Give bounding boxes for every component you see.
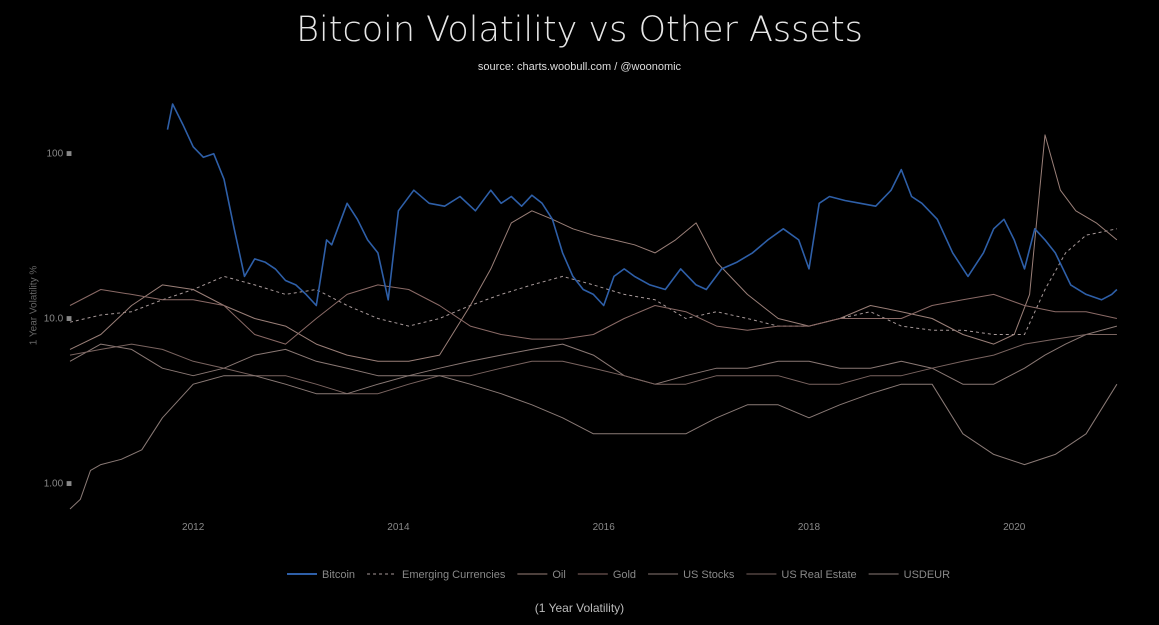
chart-caption: (1 Year Volatility) bbox=[534, 601, 625, 615]
chart-subtitle: source: charts.woobull.com / @woonomic bbox=[477, 61, 682, 73]
x-tick-label: 2014 bbox=[387, 522, 410, 533]
x-tick-label: 2018 bbox=[798, 522, 821, 533]
legend-label: USDEUR bbox=[904, 569, 951, 581]
x-axis-ticks: 2012 2014 2016 2018 2020 bbox=[182, 522, 1026, 533]
series-line-oil bbox=[69, 134, 1118, 362]
series-line-emerging-currencies bbox=[69, 228, 1118, 335]
legend-item-us-real-estate[interactable]: US Real Estate bbox=[746, 569, 857, 581]
legend-item-usdeur[interactable]: USDEUR bbox=[868, 569, 951, 581]
series-line-us-stocks bbox=[69, 325, 1118, 385]
legend-label: US Real Estate bbox=[781, 569, 856, 581]
y-tick-label: 10.0 ■ bbox=[44, 314, 72, 325]
series-line-us-real-estate bbox=[69, 334, 1117, 395]
series-line-usdeur bbox=[69, 375, 1118, 510]
series-line-gold bbox=[69, 284, 1118, 345]
x-tick-label: 2020 bbox=[1003, 522, 1026, 533]
series-lines bbox=[69, 103, 1118, 510]
legend-label: Emerging Currencies bbox=[402, 569, 506, 581]
legend-item-oil[interactable]: Oil bbox=[517, 569, 566, 581]
legend-item-emerging-currencies[interactable]: Emerging Currencies bbox=[367, 569, 506, 581]
x-tick-label: 2012 bbox=[182, 522, 205, 533]
legend-label: Oil bbox=[552, 569, 565, 581]
legend-label: US Stocks bbox=[683, 569, 735, 581]
legend-item-gold[interactable]: Gold bbox=[577, 569, 636, 581]
legend[interactable]: Bitcoin Emerging Currencies Oil Gold US Stoc… bbox=[287, 569, 950, 581]
chart-title: Bitcoin Volatility vs Other Assets bbox=[296, 10, 863, 50]
y-axis-ticks: 1.00 ■ 10.0 ■ 100 ■ bbox=[44, 149, 72, 490]
legend-item-bitcoin[interactable]: Bitcoin bbox=[287, 569, 355, 581]
y-tick-label: 100 ■ bbox=[46, 149, 72, 160]
x-tick-label: 2016 bbox=[593, 522, 616, 533]
legend-label: Bitcoin bbox=[322, 569, 355, 581]
y-tick-label: 1.00 ■ bbox=[44, 478, 72, 489]
series-line-bitcoin bbox=[166, 103, 1118, 307]
legend-item-us-stocks[interactable]: US Stocks bbox=[648, 569, 735, 581]
legend-label: Gold bbox=[613, 569, 636, 581]
